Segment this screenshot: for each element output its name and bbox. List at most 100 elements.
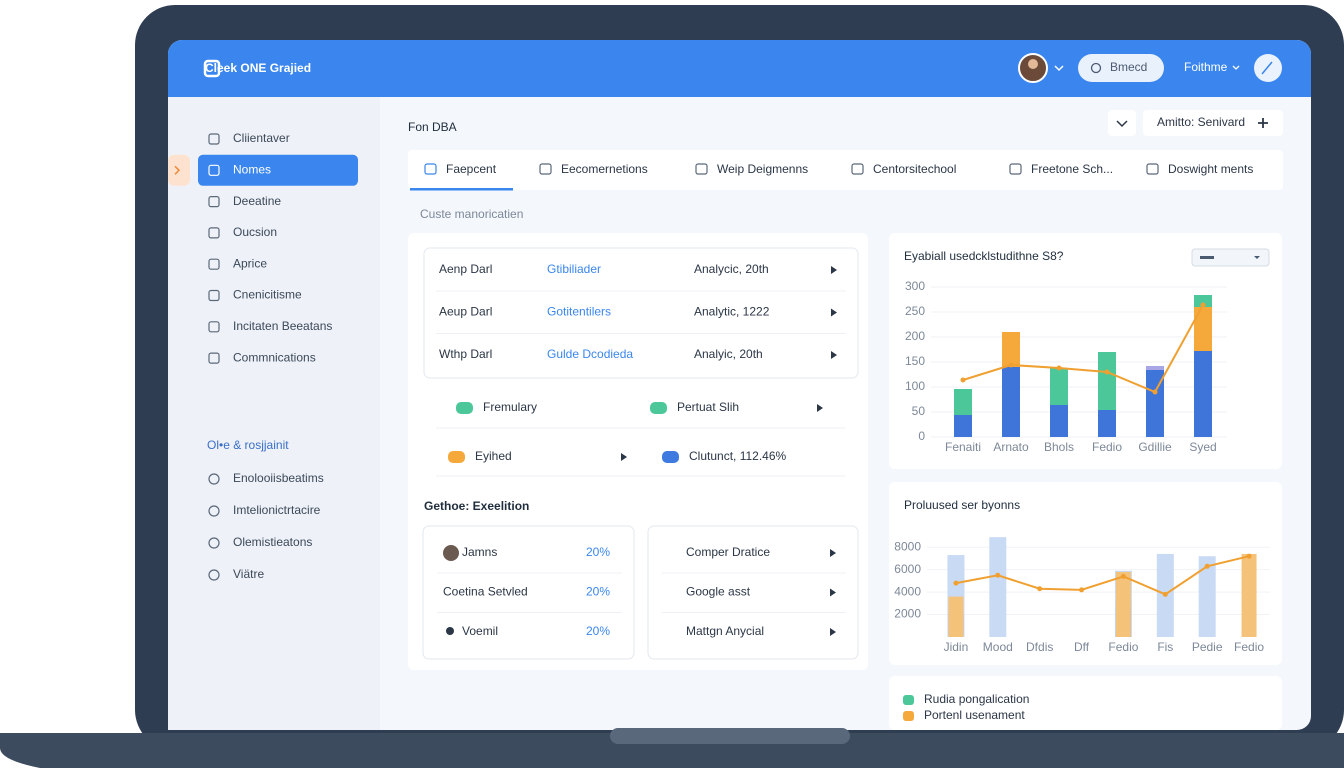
y-tick-label: 0 xyxy=(918,429,925,443)
y-tick-label: 100 xyxy=(905,379,925,393)
bar xyxy=(1194,307,1212,351)
list-cell: Aenp Darl xyxy=(439,262,492,276)
bar xyxy=(1002,332,1020,367)
action-label: Amitto: Senivard xyxy=(1157,115,1245,129)
x-tick-label: Bhols xyxy=(1044,440,1074,454)
chart-card xyxy=(889,233,1282,469)
x-tick-label: Fenaiti xyxy=(945,440,981,454)
sidebar-icon xyxy=(208,505,220,517)
bar xyxy=(1098,410,1116,437)
list-cell: Gtibiliader xyxy=(547,262,601,276)
x-tick-label: Fis xyxy=(1157,640,1173,654)
sidebar-item[interactable]: Oucsion xyxy=(233,225,277,239)
sidebar xyxy=(168,97,380,730)
tab-icon xyxy=(1009,163,1022,175)
row-icon xyxy=(446,627,454,635)
line-point xyxy=(1200,302,1206,308)
sidebar-pointer-icon xyxy=(174,165,181,175)
sidebar-item[interactable]: Incitaten Beeatans xyxy=(233,319,332,333)
status-dot xyxy=(448,451,465,463)
sidebar-item[interactable]: Aprice xyxy=(233,256,267,270)
sidebar-item[interactable]: Cliientaver xyxy=(233,131,290,145)
status-label: Pertuat Slih xyxy=(677,400,739,414)
line-point xyxy=(1037,586,1043,592)
tab[interactable]: Freetone Sch... xyxy=(1031,162,1113,176)
tab[interactable]: Faepcent xyxy=(446,162,497,176)
sidebar-item[interactable]: Cnenicitisme xyxy=(233,288,302,302)
right-subcard xyxy=(647,525,859,660)
chart-title: Proluused ser byonns xyxy=(904,498,1020,512)
sidebar-item[interactable]: Olemistieatons xyxy=(233,535,312,549)
header-button-label: Bmecd xyxy=(1110,60,1147,74)
legend-card xyxy=(889,676,1282,730)
bar xyxy=(1198,556,1216,637)
sidebar-item[interactable]: Commnications xyxy=(233,350,316,364)
collapse-icon xyxy=(1116,120,1128,128)
y-tick-label: 300 xyxy=(905,279,925,293)
tab[interactable]: Doswight ments xyxy=(1168,162,1253,176)
bar xyxy=(1241,553,1257,637)
y-tick-label: 2000 xyxy=(894,607,921,621)
tab[interactable]: Eecomernetions xyxy=(561,162,648,176)
row-avatar xyxy=(443,545,459,561)
line-point xyxy=(995,572,1001,578)
y-tick-label: 8000 xyxy=(894,539,921,553)
bar xyxy=(1146,366,1164,370)
tab-underline xyxy=(410,188,513,191)
sidebar-icon xyxy=(208,321,220,333)
chart-card xyxy=(889,482,1282,665)
trend-line xyxy=(955,555,1250,596)
sidebar-item[interactable]: Nomes xyxy=(233,162,271,176)
tab[interactable]: Weip Deigmenns xyxy=(717,162,808,176)
row-name: Coetina Setvled xyxy=(443,585,528,599)
tab[interactable]: Centorsitechool xyxy=(873,162,956,176)
sidebar-item[interactable]: Deeatine xyxy=(233,194,281,208)
sidebar-item[interactable]: Viätre xyxy=(233,567,264,581)
row-name[interactable]: Mattgn Anycial xyxy=(686,624,764,638)
row-arrow xyxy=(831,308,837,317)
collapse-button[interactable] xyxy=(1108,110,1136,136)
sidebar-icon xyxy=(208,227,220,239)
list-cell: Analyic, 20th xyxy=(694,347,763,361)
avatar-face xyxy=(1028,59,1038,69)
bar xyxy=(989,537,1007,637)
row-percent: 20% xyxy=(586,585,610,599)
bar xyxy=(954,389,972,415)
row-arrow xyxy=(830,588,836,597)
section-label: Custe manoricatien xyxy=(420,207,523,221)
list-cell: Gotitentilers xyxy=(547,305,611,319)
line-point xyxy=(1008,362,1014,368)
row-name[interactable]: Comper Dratice xyxy=(686,545,770,559)
sidebar-item[interactable]: Imtelionictrtacire xyxy=(233,503,321,517)
bar xyxy=(1194,295,1212,307)
bar xyxy=(1050,405,1068,437)
x-tick-label: Fedio xyxy=(1092,440,1122,454)
header-menu[interactable]: Foithme xyxy=(1184,60,1228,74)
legend-swatch xyxy=(903,695,914,705)
logo-icon xyxy=(203,59,221,78)
row-arrow xyxy=(831,351,837,359)
line-point xyxy=(1079,587,1085,593)
avatar-caret xyxy=(1054,65,1064,72)
x-tick-label: Dff xyxy=(1074,640,1090,654)
x-tick-label: Arnato xyxy=(993,440,1029,454)
header-button[interactable] xyxy=(1078,54,1164,82)
row-name: Jamns xyxy=(462,545,497,559)
sidebar-icon xyxy=(208,164,220,176)
sidebar-item[interactable]: Enolooiisbeatims xyxy=(233,471,324,485)
sidebar-icon xyxy=(208,352,220,364)
sidebar-icon xyxy=(208,133,220,145)
chart-dropdown[interactable] xyxy=(1191,248,1270,267)
list-cell: Aeup Darl xyxy=(439,305,492,319)
button-icon xyxy=(1090,62,1102,74)
line-point xyxy=(960,377,966,383)
bar xyxy=(954,415,972,437)
laptop-notch xyxy=(610,728,850,744)
action-button[interactable] xyxy=(1143,110,1283,136)
sidebar-section-title: Ol•e & rosjjainit xyxy=(207,438,289,452)
row-arrow xyxy=(817,404,823,412)
header-profile[interactable] xyxy=(1254,54,1282,82)
y-tick-label: 250 xyxy=(905,304,925,318)
row-name[interactable]: Google asst xyxy=(686,585,751,599)
